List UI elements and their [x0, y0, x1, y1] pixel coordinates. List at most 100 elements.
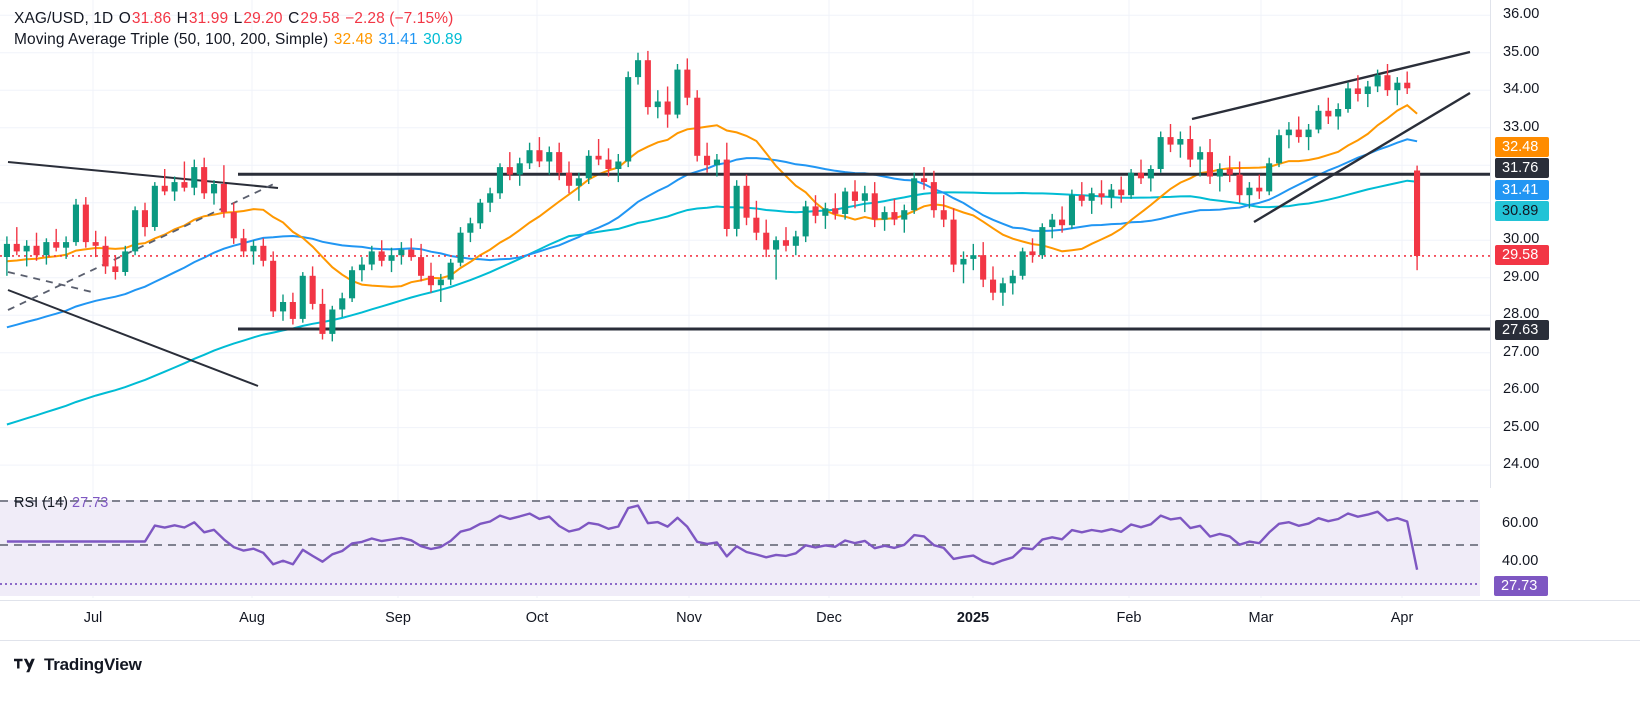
- price-chart-canvas[interactable]: [0, 0, 1490, 600]
- candle-body: [309, 275, 316, 304]
- candle-body: [546, 152, 553, 162]
- time-axis[interactable]: Jul Aug Sep Oct Nov Dec 2025 Feb Mar Apr: [0, 600, 1640, 641]
- candle-body: [516, 163, 523, 175]
- candle-body: [72, 204, 79, 243]
- candle-body: [901, 210, 908, 220]
- last-price-tag[interactable]: 29.58: [1495, 245, 1549, 265]
- candle-body: [861, 193, 868, 201]
- candle-body: [585, 155, 592, 179]
- rsi-indicator-label[interactable]: RSI (14): [14, 495, 68, 511]
- candle-body: [388, 255, 395, 261]
- candle-body: [92, 242, 99, 246]
- candle-body: [575, 178, 582, 186]
- ma100-tag[interactable]: 31.41: [1495, 180, 1549, 200]
- candle-body: [230, 212, 237, 239]
- candle-body: [733, 185, 740, 229]
- candle-body: [713, 159, 720, 166]
- candle-body: [270, 260, 277, 312]
- candle-body: [1276, 135, 1283, 164]
- time-tick-label: Oct: [525, 610, 549, 626]
- candle-body: [615, 161, 622, 169]
- price-tick-label: 30.00: [1503, 231, 1540, 248]
- candle-body: [1128, 172, 1135, 196]
- candle-body: [487, 193, 494, 203]
- support-tag[interactable]: 27.63: [1495, 320, 1549, 340]
- candle-body: [1137, 172, 1144, 179]
- ma200-tag[interactable]: 30.89: [1495, 201, 1549, 221]
- price-tick-label: 34.00: [1503, 81, 1540, 98]
- candle-body: [1256, 187, 1263, 192]
- candle-body: [950, 219, 957, 265]
- time-tick-label: Apr: [1390, 610, 1414, 626]
- tradingview-brand-label: TradingView: [44, 655, 142, 674]
- rsi-series[interactable]: [0, 500, 1480, 585]
- candle-body: [595, 155, 602, 160]
- candle-body: [654, 101, 661, 108]
- candle-body: [496, 167, 503, 194]
- candle-body: [398, 249, 405, 256]
- rsi-axis[interactable]: 60.00 40.00 27.73: [1490, 488, 1640, 600]
- candle-body: [999, 283, 1006, 293]
- candle-body: [63, 242, 70, 248]
- candle-body: [437, 279, 444, 286]
- candle-body: [329, 309, 336, 334]
- rsi-current-value: 27.73: [72, 495, 109, 511]
- rsi-tick-label: 60.00: [1502, 515, 1539, 531]
- candle-body: [151, 185, 158, 227]
- candle-body: [408, 249, 415, 258]
- candle-body: [1197, 152, 1204, 160]
- rsi-value-tag[interactable]: 27.73: [1494, 576, 1548, 596]
- candle-body: [477, 202, 484, 224]
- candle-body: [141, 210, 148, 228]
- candle-body: [181, 182, 188, 188]
- candle-body: [1157, 137, 1164, 169]
- time-tick-label: Feb: [1116, 610, 1142, 626]
- candle-body: [605, 159, 612, 169]
- candle-body: [782, 240, 789, 246]
- candle-body: [694, 97, 701, 156]
- candle-body: [891, 212, 898, 220]
- candle-body: [220, 184, 227, 213]
- candle-body: [1404, 82, 1411, 89]
- candle-body: [1246, 187, 1253, 196]
- ma50-tag[interactable]: 32.48: [1495, 137, 1549, 157]
- candle-body: [378, 251, 385, 261]
- candle-body: [1167, 137, 1174, 145]
- price-chart-pane[interactable]: [0, 0, 1490, 600]
- candle-body: [1029, 251, 1036, 256]
- candle-body: [132, 210, 139, 252]
- candle-body: [1068, 195, 1075, 226]
- candle-body: [82, 204, 89, 243]
- tradingview-logo[interactable]: TradingView: [14, 655, 142, 675]
- candle-body: [1285, 129, 1292, 136]
- resistance-tag[interactable]: 31.76: [1495, 158, 1549, 178]
- price-tick-label: 24.00: [1503, 456, 1540, 473]
- time-tick-label: Aug: [239, 610, 265, 626]
- candle-body: [753, 217, 760, 233]
- candle-body: [1325, 110, 1332, 117]
- candle-body: [822, 208, 829, 216]
- candle-body: [1009, 275, 1016, 284]
- candle-body: [23, 245, 30, 252]
- candlestick-series[interactable]: [3, 50, 1421, 342]
- candle-body: [43, 242, 50, 256]
- tradingview-mark-icon: [14, 658, 35, 672]
- candle-body: [743, 185, 750, 218]
- price-tick-label: 29.00: [1503, 268, 1540, 285]
- horizontal-levels[interactable]: [0, 172, 1490, 331]
- candle-body: [911, 178, 918, 211]
- candle-body: [664, 101, 671, 115]
- candle-body: [1019, 251, 1026, 276]
- candle-body: [358, 264, 365, 271]
- candle-body: [161, 185, 168, 192]
- candle-body: [13, 243, 20, 252]
- candle-body: [1394, 82, 1401, 91]
- candle-body: [536, 150, 543, 162]
- candle-body: [1039, 227, 1046, 256]
- candle-body: [644, 60, 651, 108]
- price-tick-label: 36.00: [1503, 6, 1540, 23]
- grid-lines: [0, 0, 1490, 598]
- time-tick-label: 2025: [956, 610, 990, 626]
- candle-body: [990, 279, 997, 293]
